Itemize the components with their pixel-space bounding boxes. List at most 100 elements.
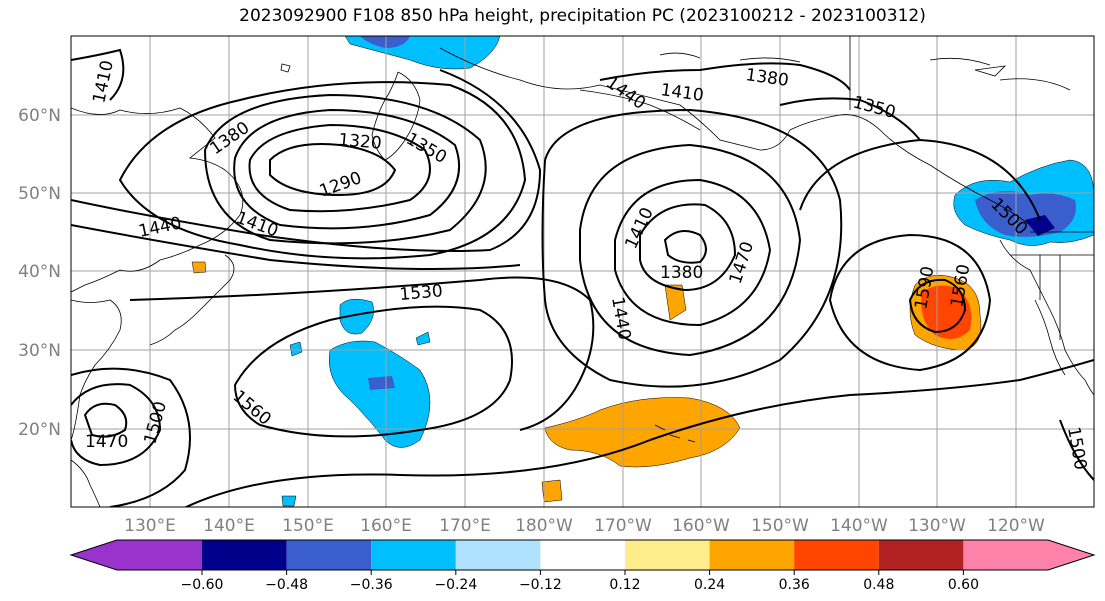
colorbar-segment <box>71 540 202 570</box>
contour-1500-east <box>541 108 843 388</box>
colorbar-tick-label: 0.60 <box>948 577 979 593</box>
precip-shading <box>191 36 1094 507</box>
coast-korea-china <box>71 299 122 441</box>
precip-shade-central-pacific-north <box>339 298 374 335</box>
lon-label: 140°E <box>203 516 255 536</box>
lon-label: 150°W <box>751 516 809 536</box>
precip-shade-small-4 <box>281 495 297 507</box>
coast-baja <box>1034 299 1066 376</box>
colorbar-segment <box>963 540 1094 570</box>
colorbar-segment <box>794 540 879 570</box>
coast-alaska <box>439 47 1031 226</box>
border-states <box>1010 254 1094 340</box>
contour-low-center-1470 <box>579 143 802 357</box>
contour-low-center-1410 <box>639 203 737 292</box>
contour-1530-east <box>799 138 1041 221</box>
precip-shade-small-1 <box>664 284 687 321</box>
lon-label: 170°E <box>439 516 491 536</box>
lon-label: 160°E <box>360 516 412 536</box>
precip-shade-small-3 <box>191 261 207 274</box>
colorbar-segment <box>625 540 710 570</box>
colorbar-tick-label: −0.24 <box>434 577 477 593</box>
lon-label: 170°W <box>594 516 652 536</box>
colorbar-segment <box>371 540 456 570</box>
precip-shade-central-pacific <box>328 340 431 448</box>
island-small-1 <box>280 63 291 73</box>
contour-1470-west <box>71 224 521 270</box>
lon-label: 150°E <box>282 516 334 536</box>
map-title: 2023092900 F108 850 hPa height, precipit… <box>239 6 926 26</box>
colorbar-segment <box>540 540 625 570</box>
contour-1560-south <box>233 305 513 438</box>
contour-label: 1470 <box>85 432 128 452</box>
contour-1380 <box>203 93 487 245</box>
contour-1530 <box>129 276 595 431</box>
colorbar-tick-label: −0.60 <box>181 577 224 593</box>
contour-1410 <box>118 81 527 260</box>
contour-1500-se <box>1059 419 1094 481</box>
contour-label: 1380 <box>660 263 703 283</box>
contour-1500-south <box>184 359 1094 507</box>
colorbar-tick-label: 0.48 <box>863 577 894 593</box>
precip-shade-small-5 <box>289 341 303 357</box>
contour-label: 1530 <box>399 281 444 305</box>
contour-high-1590 <box>908 278 967 334</box>
map-frame <box>70 35 1095 508</box>
colorbar-segment <box>878 540 964 570</box>
contour-labels: 1410 1380 1440 1410 1380 1350 1320 1350 … <box>85 59 1090 472</box>
contour-1320 <box>248 123 431 213</box>
colorbar-tick-label: 0.12 <box>609 577 640 593</box>
lon-label: 180°W <box>515 516 573 536</box>
precip-shade-california-core <box>921 285 972 339</box>
colorbar: −0.60 −0.48 −0.36 −0.24 −0.12 0.12 0.24 … <box>69 539 1096 593</box>
colorbar-tick-label: 0.36 <box>779 577 810 593</box>
lat-label: 30°N <box>18 341 61 361</box>
contour-label: 1320 <box>338 130 383 154</box>
longitude-labels: 130°E 140°E 150°E 160°E 170°E 180°W 170°… <box>124 516 1045 536</box>
colorbar-tick-label: 0.24 <box>694 577 725 593</box>
contour-1500-low-sw <box>71 383 162 467</box>
colorbar-tick-label: −0.36 <box>350 577 393 593</box>
coast-north-america <box>999 239 1094 396</box>
contour-1440-west <box>71 69 542 252</box>
contour-1290-low <box>269 143 397 197</box>
contour-1350-alaska <box>779 97 921 141</box>
latitude-labels: 60°N 50°N 40°N 30°N 20°N <box>18 106 61 440</box>
contour-1380-alaska <box>599 62 851 91</box>
precip-shade-pacnw-dark <box>1025 215 1055 236</box>
lon-label: 140°W <box>830 516 888 536</box>
height-contours <box>71 48 1094 507</box>
precip-shade-small-6 <box>415 331 431 346</box>
lon-label: 130°W <box>908 516 966 536</box>
lon-label: 120°W <box>987 516 1045 536</box>
colorbar-segment <box>455 540 541 570</box>
island-aleutian <box>579 89 701 131</box>
colorbar-segment <box>709 540 795 570</box>
lat-label: 60°N <box>18 106 61 126</box>
contour-1410-nw <box>71 48 125 101</box>
lat-label: 50°N <box>18 184 61 204</box>
coast-siberia <box>71 107 244 293</box>
contour-low-center-1380 <box>663 230 707 264</box>
colorbar-segment <box>202 540 287 570</box>
contour-low-center-1440 <box>614 178 772 327</box>
coast-japan <box>149 254 235 346</box>
coast-philippines <box>71 459 101 507</box>
precip-shade-kamchatka-core <box>360 36 410 48</box>
lat-label: 20°N <box>18 420 61 440</box>
islands-hawaii <box>654 424 696 443</box>
colorbar-segment <box>286 540 372 570</box>
lon-label: 130°E <box>124 516 176 536</box>
colorbar-outline <box>69 539 1096 571</box>
contour-1350 <box>233 108 461 230</box>
coastlines <box>71 36 1094 507</box>
contour-1530-low-sw <box>71 367 191 507</box>
lon-label: 160°W <box>672 516 730 536</box>
colorbar-tick-label: −0.12 <box>519 577 562 593</box>
contour-high-1560 <box>828 233 992 372</box>
lat-label: 40°N <box>18 262 61 282</box>
precip-shade-subtropical <box>544 397 741 468</box>
islands-north <box>659 52 1071 91</box>
colorbar-tick-label: −0.48 <box>265 577 308 593</box>
